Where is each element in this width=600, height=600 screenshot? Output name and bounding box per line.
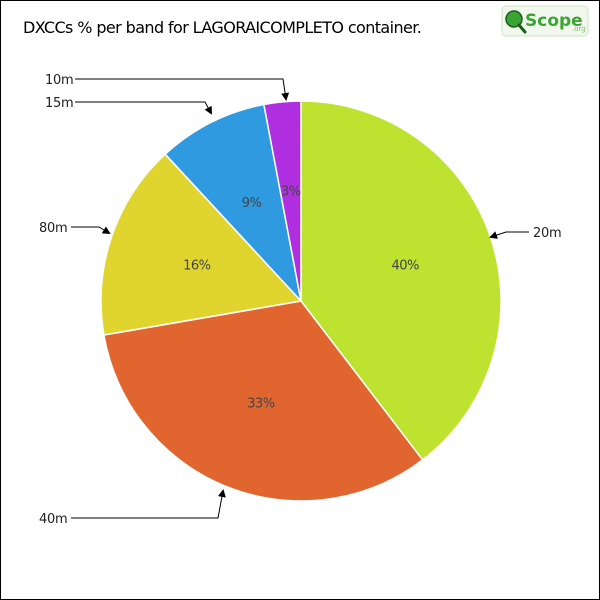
chart-title: DXCCs % per band for LAGORAICOMPLETO con…	[23, 18, 422, 37]
logo-text: Scope	[525, 11, 583, 31]
callout-line-10m	[75, 78, 290, 101]
logo-suffix: .org	[572, 25, 586, 33]
callout-line-15m	[75, 101, 212, 115]
pie-slice-80m	[100, 153, 303, 336]
slice-percent-label-40m: 33%	[247, 396, 275, 411]
band-label-20m: 20m	[533, 226, 561, 241]
slice-percent-label-10m: 3%	[281, 185, 301, 200]
qscope-logo: Scope .org	[501, 5, 589, 37]
slice-percent-label-80m: 16%	[183, 259, 211, 274]
band-label-15m: 15m	[45, 96, 73, 111]
logo-globe-icon	[505, 10, 523, 28]
band-label-10m: 10m	[45, 73, 73, 88]
pie-slice-10m	[263, 100, 302, 302]
slice-percent-label-20m: 40%	[391, 259, 419, 274]
callout-line-40m	[71, 489, 226, 519]
callout-line-20m	[489, 231, 529, 239]
callout-line-80m	[71, 226, 111, 235]
logo-handle-icon	[517, 23, 527, 34]
slice-percent-label-15m: 9%	[242, 196, 262, 211]
pie-slice-15m	[164, 103, 303, 304]
pie-slice-40m	[103, 300, 424, 502]
band-label-40m: 40m	[39, 512, 67, 527]
band-label-80m: 80m	[39, 221, 67, 236]
